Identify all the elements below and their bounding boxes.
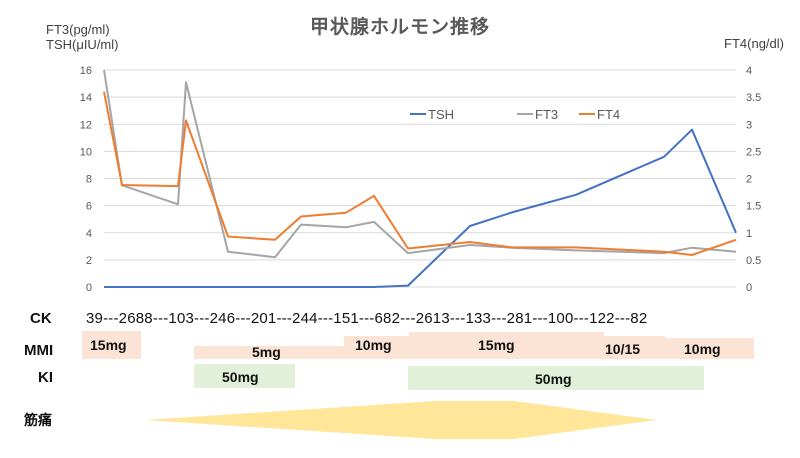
- ki-bar: [194, 364, 295, 388]
- left-tick-label: 0: [86, 282, 92, 294]
- right-tick-label: 0: [746, 282, 752, 294]
- mmi-dose-label: 15mg: [478, 337, 515, 353]
- ki-bar: [408, 366, 704, 390]
- mmi-bar: [344, 336, 410, 359]
- gridlines: [104, 69, 736, 288]
- right-tick-label: 1.5: [746, 201, 761, 213]
- mmi-row-label: MMI: [24, 342, 54, 359]
- ki-row-label: KI: [38, 369, 53, 386]
- right-tick-label: 2: [746, 174, 752, 186]
- mmi-dose-label: 10mg: [355, 337, 392, 353]
- mmi-dose-label: 10mg: [684, 341, 721, 357]
- ck-values: 39---2688---103---246---201---244---151-…: [86, 310, 648, 327]
- left-axis-ticks: 0 2 4 6 8 10 12 14 16: [80, 65, 92, 294]
- left-tick-label: 4: [86, 228, 92, 240]
- myalgia-intensity-shape: [145, 401, 657, 439]
- left-tick-label: 2: [86, 255, 92, 267]
- series-lines: [103, 69, 737, 288]
- ki-dose-label: 50mg: [535, 371, 572, 387]
- legend-label-tsh: TSH: [428, 107, 454, 122]
- mmi-dose-label: 10/15: [605, 341, 641, 357]
- left-tick-label: 10: [80, 146, 92, 158]
- left-tick-label: 14: [80, 92, 92, 104]
- chart-title: 甲状腺ホルモン推移: [309, 16, 490, 38]
- left-tick-label: 6: [86, 201, 92, 213]
- left-axis-title: FT3(pg/ml) TSH(μIU/ml): [46, 22, 118, 52]
- ck-row-label: CK: [30, 310, 52, 327]
- mmi-bar: [194, 346, 347, 359]
- legend-label-ft4: FT4: [597, 107, 620, 122]
- left-axis-title-tsh: TSH(μIU/ml): [46, 37, 119, 52]
- right-tick-label: 0.5: [746, 255, 761, 267]
- left-tick-label: 16: [80, 65, 92, 77]
- right-axis-ticks: 0 0.5 1 1.5 2 2.5 3 3.5 4: [746, 65, 761, 294]
- series-tsh-line: [104, 128, 737, 288]
- mmi-bar: [603, 336, 665, 359]
- legend: TSH FT3 FT4: [410, 107, 620, 122]
- ki-dose-label: 50mg: [222, 369, 259, 385]
- mmi-dose-label: 5mg: [252, 344, 281, 360]
- legend-label-ft3: FT3: [535, 107, 558, 122]
- left-tick-label: 8: [86, 174, 92, 186]
- right-axis-title: FT4(ng/dl): [724, 36, 784, 51]
- mmi-dose-label: 15mg: [90, 337, 127, 353]
- right-tick-label: 3.5: [746, 92, 761, 104]
- mmi-bar: [82, 331, 141, 359]
- series-ft3-line: [103, 69, 737, 259]
- right-tick-label: 4: [746, 65, 752, 77]
- right-tick-label: 3: [746, 119, 752, 131]
- myalgia-row-label: 筋痛: [24, 412, 52, 428]
- right-tick-label: 2.5: [746, 146, 761, 158]
- right-tick-label: 1: [746, 228, 752, 240]
- mmi-bar: [664, 338, 754, 359]
- mmi-bar: [409, 332, 604, 359]
- series-ft4-line: [103, 91, 737, 256]
- left-axis-title-ft3: FT3(pg/ml): [46, 22, 110, 37]
- left-tick-label: 12: [80, 119, 92, 131]
